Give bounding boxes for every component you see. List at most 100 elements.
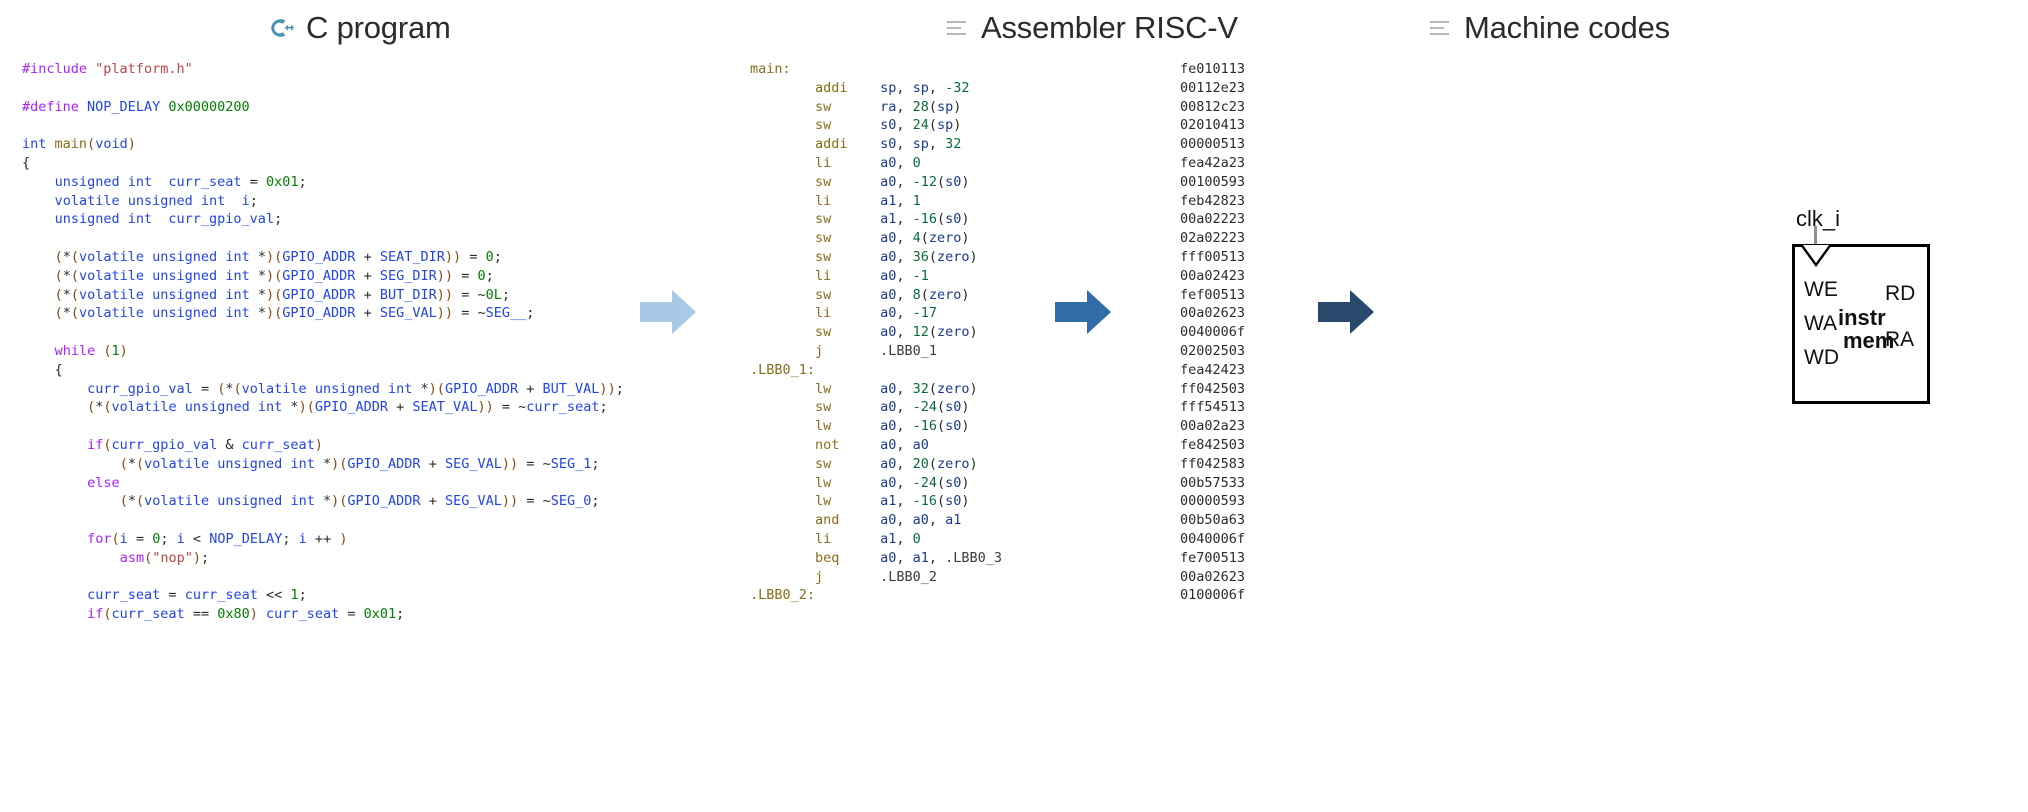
code-line: if(curr_gpio_val & curr_seat) [87,436,323,453]
machine-code-line: fe700513 [1180,549,1246,566]
asm-instruction-line: li a0, 0 [815,154,921,171]
asm-instruction-line: sw a1, -16(s0) [815,211,970,228]
asm-instruction-line: li a0, -1 [815,267,929,284]
asm-instruction-line: sw a0, 8(zero) [815,286,970,303]
assembler-title: Assembler RISC-V [981,10,1238,45]
code-line: (*(volatile unsigned int *)(GPIO_ADDR + … [54,267,494,284]
asm-instruction-line: lw a0, -24(s0) [815,474,970,491]
code-line: (*(volatile unsigned int *)(GPIO_ADDR + … [119,493,600,510]
asm-instruction-line: sw ra, 28(sp) [815,98,962,115]
machine-code-line: 00a02623 [1180,305,1246,322]
asm-label-line: .LBB0_2: [750,587,816,604]
asm-instruction-line: sw a0, 36(zero) [815,248,978,265]
machine-code-line: fef00513 [1180,286,1246,303]
code-line: if(curr_seat == 0x80) curr_seat = 0x01; [87,606,405,623]
code-line: unsigned int curr_seat = 0x01; [54,173,307,190]
code-line [22,229,662,248]
machine-code-line: 00b50a63 [1180,512,1246,529]
memory-block-outline [1792,244,1930,404]
machine-code-line: fe010113 [1180,61,1246,77]
asm-instruction-line: beq a0, a1, .LBB0_3 [815,549,1003,566]
code-line: (*(volatile unsigned int *)(GPIO_ADDR + … [87,399,608,416]
asm-instruction-line: lw a1, -16(s0) [815,493,970,510]
machine-code-line: 00112e23 [1180,79,1246,96]
machine-code-line: ff042583 [1180,455,1246,472]
machine-code-line: fea42423 [1180,361,1246,378]
arrow-c-to-assembler-icon [640,288,696,341]
asm-label-line: .LBB0_1: [750,361,816,378]
clk-input-label: clk_i [1796,206,1841,231]
code-line: asm("nop"); [119,549,210,566]
machine-code-line: ff042503 [1180,380,1246,397]
asm-instruction-line: sw s0, 24(sp) [815,117,962,134]
code-line [22,568,662,587]
machine-code-line: feb42823 [1180,192,1246,209]
asm-instruction-line: j .LBB0_2 [815,568,937,585]
code-line: while (1) [54,342,128,359]
asm-instruction-line: li a1, 1 [815,192,921,209]
code-line [22,323,662,342]
code-line [22,511,662,530]
arrow-machine-to-memory-icon [1318,288,1374,341]
asm-instruction-line: sw a0, -12(s0) [815,173,970,190]
code-line: unsigned int curr_gpio_val; [54,211,283,228]
machine-code-line: 00000513 [1180,136,1246,153]
code-line: else [87,474,120,491]
machine-code-line: 00a02223 [1180,211,1246,228]
code-line: #define NOP_DELAY 0x00000200 [22,98,250,115]
asm-instruction-line: li a0, -17 [815,305,937,322]
assembler-header: Assembler RISC-V [945,10,1238,46]
code-line [22,417,662,436]
asm-instruction-line: lw a0, 32(zero) [815,380,978,397]
code-line: { [22,154,31,171]
clock-triangle-inner-icon [1803,245,1829,263]
port-wa-label: WA [1804,312,1838,335]
machine-code-line: fff00513 [1180,248,1246,265]
asm-instruction-line: j .LBB0_1 [815,342,937,359]
c-code-fade-overlay [0,630,700,812]
instruction-memory-block-diagram: clk_i WE WA WD RD RA instr mem [1790,200,1990,410]
machine-code-line: 00a02623 [1180,568,1246,585]
block-title-instr: instr [1838,305,1886,330]
arrow-assembler-to-machine-icon [1055,288,1111,341]
asm-instruction-line: sw a0, -24(s0) [815,399,970,416]
code-line: #include "platform.h" [22,61,193,77]
assembler-listing: main: addi sp, sp, -32 sw ra, 28(sp) sw … [750,60,1170,605]
c-source-code: #include "platform.h" #define NOP_DELAY … [22,60,662,624]
block-title-mem: mem [1843,328,1895,353]
machine-code-line: 00a02a23 [1180,418,1246,435]
assembler-fade-overlay [700,630,1170,812]
cpp-logo-icon [268,15,294,41]
machine-code-listing: fe010113 00112e23 00812c23 02010413 00000513… [1180,60,1480,605]
machine-code-line: fe842503 [1180,436,1246,453]
asm-instruction-line: not a0, a0 [815,436,929,453]
machine-code-line: fff54513 [1180,399,1246,416]
c-program-header: C program [268,10,451,46]
code-line: curr_seat = curr_seat << 1; [87,587,307,604]
code-line: (*(volatile unsigned int *)(GPIO_ADDR + … [54,248,502,265]
lines-icon [945,17,969,39]
asm-instruction-line: sw a0, 20(zero) [815,455,978,472]
asm-instruction-line: and a0, a0, a1 [815,512,962,529]
port-we-label: WE [1804,278,1838,301]
machine-code-line: 00a02423 [1180,267,1246,284]
port-rd-label: RD [1885,282,1916,305]
asm-instruction-line: addi s0, sp, 32 [815,136,962,153]
lines-icon [1428,17,1452,39]
asm-label-line: main: [750,61,791,77]
machine-code-line: 02a02223 [1180,230,1246,247]
code-line: int main(void) [22,136,136,153]
code-line [22,79,662,98]
code-line: { [54,361,63,378]
c-program-title: C program [306,10,451,45]
machine-code-line: 02010413 [1180,117,1246,134]
port-ra-label: RA [1885,328,1915,351]
machine-code-line: 02002503 [1180,342,1246,359]
code-line: (*(volatile unsigned int *)(GPIO_ADDR + … [54,286,511,303]
machine-code-fade-overlay [1170,630,1500,812]
code-line: volatile unsigned int i; [54,192,258,209]
machine-code-line: 0100006f [1180,587,1246,604]
asm-instruction-line: lw a0, -16(s0) [815,418,970,435]
asm-instruction-line: sw a0, 4(zero) [815,230,970,247]
code-line: curr_gpio_val = (*(volatile unsigned int… [87,380,624,397]
